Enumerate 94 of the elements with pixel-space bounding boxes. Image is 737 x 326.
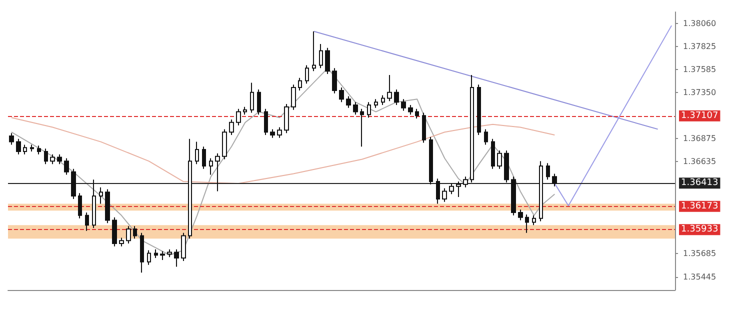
ref-line-label: 1.36173: [681, 201, 718, 212]
candlestick: [401, 98, 406, 112]
y-tick-label: 1.36875: [683, 134, 716, 143]
candlestick: [477, 84, 481, 136]
candlestick: [298, 77, 302, 91]
candlestick: [319, 43, 323, 69]
candlestick: [112, 216, 117, 247]
candlestick: [140, 232, 144, 274]
candlestick: [92, 179, 96, 229]
candlestick: [532, 214, 536, 226]
candlestick: [174, 248, 179, 268]
candlestick: [291, 84, 296, 110]
candlestick: [99, 186, 103, 204]
y-tick-label: 1.35445: [683, 272, 716, 282]
candlestick: [470, 74, 474, 183]
candlestick: [325, 47, 330, 74]
candlestick: [160, 250, 165, 260]
candlestick: [50, 154, 55, 165]
candlestick: [415, 108, 419, 120]
y-tick-label: 1.37585: [683, 65, 716, 74]
candlestick: [305, 64, 309, 84]
candlestick: [539, 160, 543, 222]
candlestick: [236, 108, 241, 126]
candlestick: [181, 232, 186, 262]
candlestick: [126, 226, 131, 244]
ref-line-label: 1.37107: [681, 110, 718, 121]
candlestick: [449, 182, 454, 195]
candlestick: [436, 178, 440, 204]
candlestick: [9, 132, 14, 146]
candlestick: [339, 87, 344, 103]
candlestick: [422, 112, 426, 144]
candlestick: [71, 168, 76, 200]
candlestick: [16, 138, 21, 155]
candlestick: [491, 138, 495, 170]
candlestick: [105, 188, 110, 224]
candlestick: [57, 154, 62, 165]
candlestick: [332, 68, 337, 94]
candlestick: [250, 82, 254, 114]
candlestick: [346, 96, 351, 108]
y-tick-label: 1.36635: [683, 157, 716, 166]
candlestick: [497, 150, 502, 170]
candlestick: [78, 192, 82, 219]
ref-line-label: 1.35933: [681, 224, 718, 235]
candlestick: [23, 144, 27, 155]
candlestick: [270, 128, 275, 138]
candlestick: [277, 126, 282, 138]
candlestick: [394, 88, 399, 106]
candlestick: [284, 104, 289, 134]
line-series: [10, 117, 556, 184]
candlestick: [429, 136, 433, 185]
candlestick: [484, 128, 488, 146]
candlestick: [133, 226, 137, 240]
candlestick: [367, 102, 371, 118]
candlestick: [546, 162, 550, 180]
candlestick: [518, 209, 523, 221]
line-series: [10, 68, 556, 256]
candlestick: [147, 250, 151, 266]
candlestick: [456, 181, 461, 198]
candlestick: [243, 106, 247, 116]
candlestick: [64, 158, 69, 176]
candlestick: [209, 158, 213, 176]
candlestick: [257, 88, 261, 116]
candlestick: [463, 176, 468, 188]
candlestick: [229, 119, 234, 136]
candlestick: [504, 150, 509, 183]
y-tick-label: 1.37350: [683, 88, 716, 97]
candlestick: [222, 128, 227, 160]
ref-line-label: 1.36413: [681, 178, 718, 188]
candlestick: [353, 102, 358, 116]
candlestick: [37, 145, 41, 155]
candlestick: [215, 152, 220, 192]
candlestick: [374, 98, 378, 108]
candlestick: [44, 148, 48, 165]
y-tick-label: 1.38060: [683, 19, 716, 28]
candlestick: [442, 188, 447, 202]
candlestick: [360, 108, 364, 148]
candlestick: [264, 108, 268, 136]
candlestick: [312, 30, 316, 72]
candlestick: [30, 144, 34, 152]
y-tick-label: 1.37825: [683, 42, 716, 51]
candlestick: [85, 212, 89, 232]
candlestick: [511, 176, 516, 216]
candlestick: [387, 74, 392, 102]
candlestick: [188, 138, 192, 240]
candlestick: [381, 94, 385, 106]
candlestick: [119, 237, 124, 247]
candlestick: [154, 248, 158, 259]
candlestick: [167, 248, 172, 258]
candlestick: [195, 141, 199, 165]
y-tick-label: 1.35685: [683, 249, 716, 258]
candlestick: [552, 173, 557, 187]
candlestick: [202, 146, 206, 170]
candlestick: [408, 104, 413, 116]
candlestick: [525, 214, 529, 234]
